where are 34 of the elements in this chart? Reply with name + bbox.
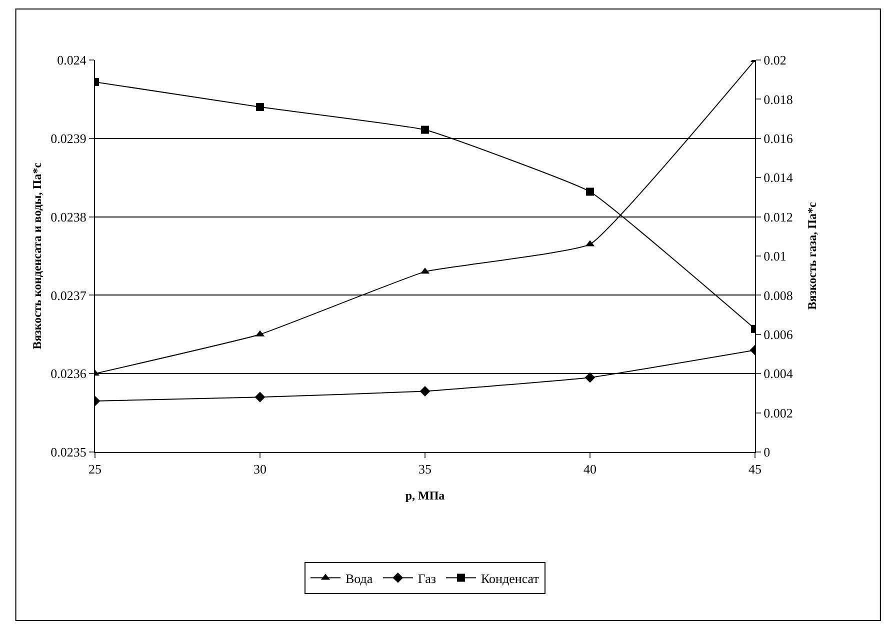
point: [584, 372, 596, 383]
y2-tick-label: 0.016: [764, 130, 794, 146]
legend-label: Вода: [346, 570, 373, 586]
y2-tick-label: 0.002: [764, 405, 793, 420]
y2-tick-label: 0.012: [764, 209, 793, 224]
y-axis-title: Вязкость конденсата и воды, Па*с: [30, 162, 44, 350]
y2-tick-label: 0.01: [764, 248, 786, 264]
y2-tick-label: 0.008: [764, 288, 793, 303]
legend-label: Конденсат: [481, 570, 540, 586]
x-tick-label: 45: [748, 462, 762, 477]
x-tick-label: 35: [418, 462, 432, 477]
x-tick-label: 30: [254, 462, 266, 477]
point: [254, 392, 266, 402]
y-tick-label: 0.0235: [50, 444, 86, 460]
x-tick-label: 25: [88, 462, 102, 477]
y-tick-label: 0.0238: [50, 209, 86, 224]
y2-tick-label: 0.018: [764, 92, 793, 107]
y2-tick-label: 0.02: [764, 52, 786, 68]
y2-tick-label: 0.006: [764, 326, 794, 342]
point: [256, 103, 264, 112]
legend-label: Газ: [418, 570, 436, 586]
y2-tick-label: 0.014: [764, 170, 794, 186]
point: [421, 126, 429, 134]
y-tick-label: 0.0236: [50, 366, 87, 382]
y2-tick-label: 0.004: [764, 366, 794, 382]
point: [420, 386, 430, 396]
y-tick-label: 0.024: [57, 52, 87, 68]
y2-axis-title: Вязкость газа, Па*с: [805, 202, 820, 310]
y2-tick-label: 0: [764, 444, 770, 460]
y-tick-label: 0.0237: [50, 288, 87, 303]
x-axis-title: p, МПа: [405, 488, 445, 502]
x-tick-label: 40: [584, 462, 596, 477]
y-tick-label: 0.0239: [50, 130, 86, 146]
point: [586, 188, 594, 196]
